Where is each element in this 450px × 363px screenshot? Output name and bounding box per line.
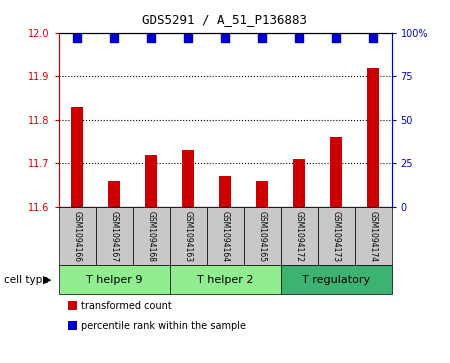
Bar bbox=[170, 265, 280, 294]
Text: transformed count: transformed count bbox=[81, 301, 172, 311]
Bar bbox=[71, 107, 84, 207]
Text: GDS5291 / A_51_P136883: GDS5291 / A_51_P136883 bbox=[143, 13, 307, 26]
Text: GSM1094165: GSM1094165 bbox=[257, 211, 266, 262]
Text: T regulatory: T regulatory bbox=[302, 274, 370, 285]
Bar bbox=[329, 137, 342, 207]
Text: GSM1094168: GSM1094168 bbox=[147, 211, 156, 262]
Bar bbox=[144, 155, 158, 207]
Bar bbox=[243, 207, 280, 265]
Bar bbox=[256, 181, 269, 207]
Bar bbox=[318, 207, 355, 265]
Text: ▶: ▶ bbox=[43, 274, 52, 285]
Point bbox=[369, 35, 377, 41]
Text: GSM1094167: GSM1094167 bbox=[109, 211, 118, 262]
Text: T helper 9: T helper 9 bbox=[86, 274, 142, 285]
Point bbox=[295, 35, 302, 41]
Point bbox=[148, 35, 155, 41]
Bar bbox=[280, 265, 392, 294]
Text: percentile rank within the sample: percentile rank within the sample bbox=[81, 321, 246, 331]
Bar bbox=[367, 68, 379, 207]
Text: GSM1094174: GSM1094174 bbox=[369, 211, 378, 262]
Point bbox=[333, 35, 340, 41]
Point bbox=[110, 35, 117, 41]
Bar bbox=[58, 265, 170, 294]
Bar bbox=[132, 207, 170, 265]
Point bbox=[184, 35, 192, 41]
Bar bbox=[108, 181, 121, 207]
Text: GSM1094173: GSM1094173 bbox=[332, 211, 341, 262]
Text: T helper 2: T helper 2 bbox=[197, 274, 253, 285]
Text: GSM1094163: GSM1094163 bbox=[184, 211, 193, 262]
Text: GSM1094166: GSM1094166 bbox=[72, 211, 81, 262]
Point bbox=[258, 35, 265, 41]
Text: GSM1094172: GSM1094172 bbox=[294, 211, 303, 262]
Text: cell type: cell type bbox=[4, 274, 49, 285]
Point bbox=[73, 35, 81, 41]
Bar bbox=[181, 150, 194, 207]
Bar bbox=[292, 159, 306, 207]
Text: GSM1094164: GSM1094164 bbox=[220, 211, 230, 262]
Bar bbox=[355, 207, 392, 265]
Bar bbox=[95, 207, 132, 265]
Bar bbox=[58, 207, 95, 265]
Bar bbox=[170, 207, 207, 265]
Point bbox=[221, 35, 229, 41]
Bar bbox=[207, 207, 243, 265]
Bar bbox=[280, 207, 318, 265]
Bar bbox=[219, 176, 231, 207]
